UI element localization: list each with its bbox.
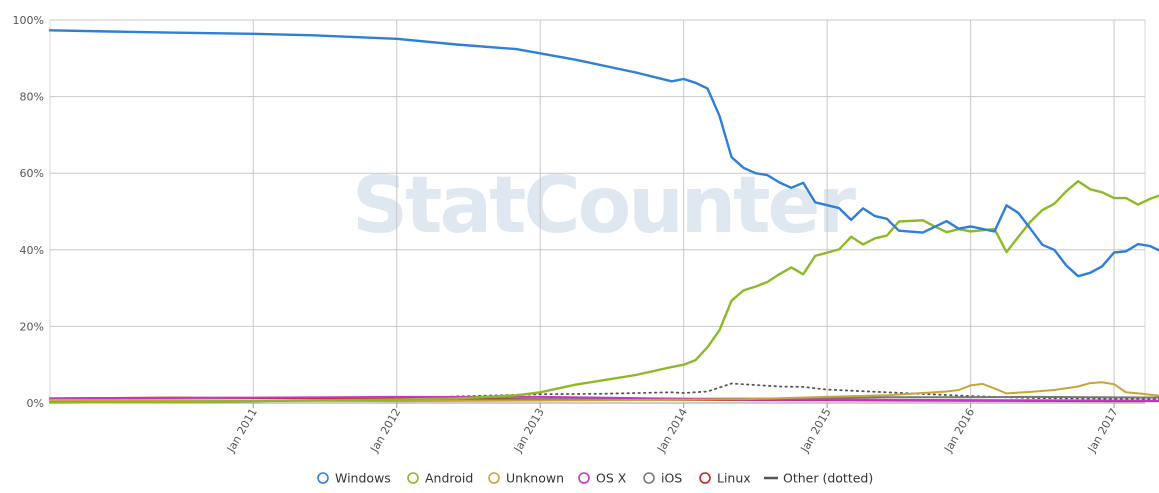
x-tick-label: Jan 2016: [941, 406, 977, 455]
legend-marker-circle: [643, 472, 655, 484]
legend-item-android[interactable]: Android: [407, 471, 473, 486]
legend-item-linux[interactable]: Linux: [699, 471, 751, 486]
legend-label: Windows: [335, 471, 391, 486]
y-tick-label: 60%: [20, 167, 44, 180]
legend-label: Android: [425, 471, 473, 486]
series-line-os-x: [49, 395, 1159, 402]
legend-item-ios[interactable]: iOS: [643, 471, 682, 486]
series-line-windows: [48, 29, 1159, 278]
legend-label: Other (dotted): [783, 471, 873, 486]
legend[interactable]: Windows Android Unknown OS X iOS Linux Other (…: [317, 471, 873, 486]
x-tick-label: Jan 2013: [511, 406, 547, 455]
legend-marker-circle: [578, 472, 590, 484]
legend-item-unknown[interactable]: Unknown: [488, 471, 564, 486]
y-tick-label: 0%: [27, 397, 44, 410]
legend-item-os-x[interactable]: OS X: [578, 471, 627, 486]
legend-marker-circle: [699, 472, 711, 484]
grid-layer: [49, 19, 1146, 404]
legend-marker-circle: [488, 472, 500, 484]
legend-item-other-dotted[interactable]: Other (dotted): [764, 471, 873, 486]
legend-label: OS X: [596, 471, 627, 486]
y-tick-label: 80%: [20, 91, 44, 104]
series-layer: [48, 29, 1159, 404]
legend-marker-circle: [407, 472, 419, 484]
x-tick-label: Jan 2017: [1085, 406, 1121, 455]
series-line-android: [48, 179, 1159, 404]
x-tick-label: Jan 2014: [654, 406, 690, 455]
x-tick-label: Jan 2011: [224, 406, 260, 455]
series-line-unknown: [49, 381, 1159, 403]
legend-item-windows[interactable]: Windows: [317, 471, 391, 486]
legend-marker-circle: [317, 472, 329, 484]
legend-label: Linux: [717, 471, 751, 486]
legend-label: Unknown: [506, 471, 564, 486]
y-tick-label: 40%: [20, 244, 44, 257]
legend-label: iOS: [661, 471, 682, 486]
y-tick-label: 100%: [13, 14, 44, 27]
x-tick-label: Jan 2015: [798, 406, 834, 455]
watermark-text: StatCounter: [352, 161, 856, 251]
x-tick-label: Jan 2012: [367, 406, 403, 455]
y-tick-label: 20%: [20, 320, 44, 333]
